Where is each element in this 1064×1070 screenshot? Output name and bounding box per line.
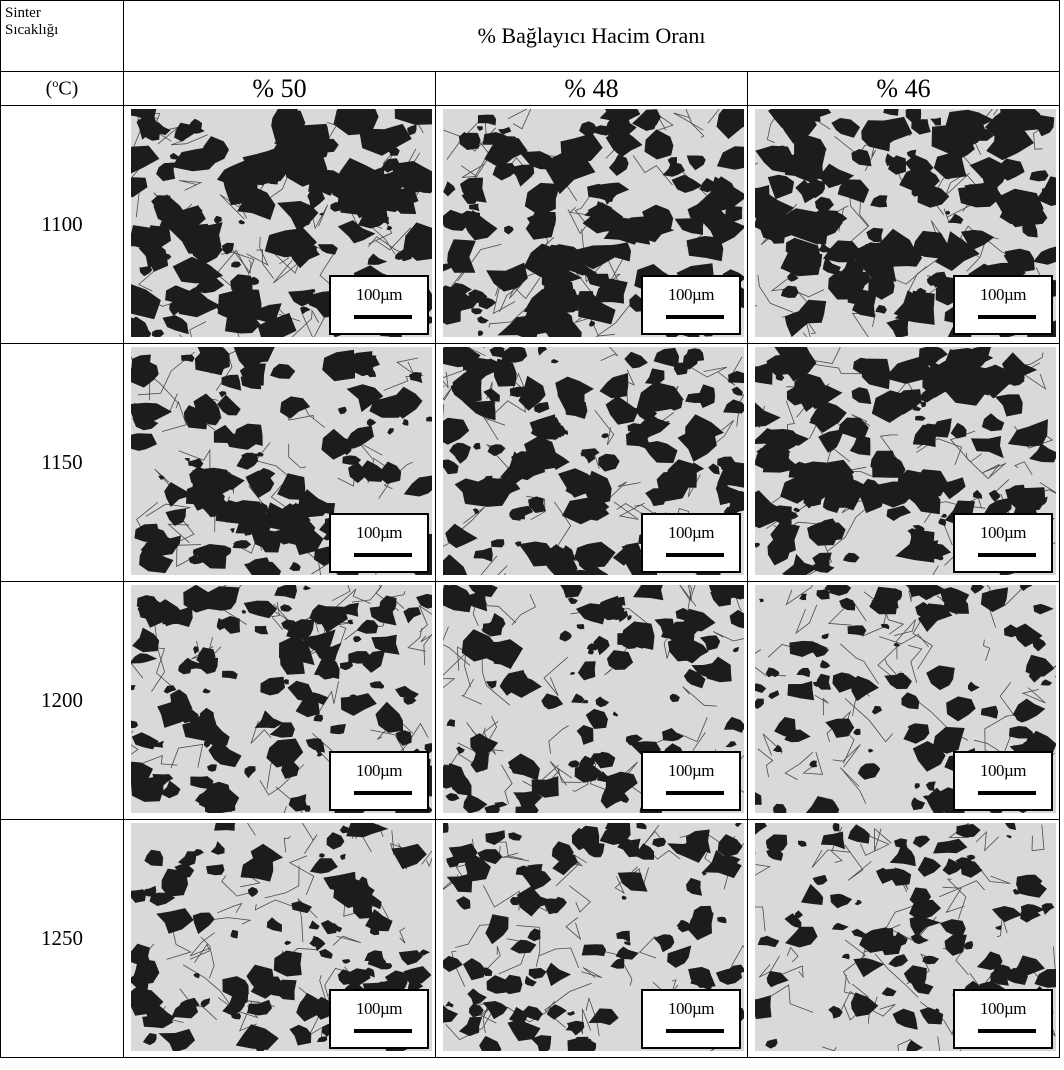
- micrograph-cell: 100µm: [123, 819, 436, 1058]
- micrograph-image: [131, 585, 432, 813]
- scale-label: 100µm: [667, 999, 715, 1018]
- micrograph-cell: 100µm: [747, 819, 1060, 1058]
- column-header-48: % 48: [435, 71, 748, 106]
- temperature-label: 1250: [0, 819, 124, 1058]
- micrograph-cell: 100µm: [435, 343, 748, 582]
- micrograph-cell: 100µm: [747, 343, 1060, 582]
- micrograph-cell: 100µm: [747, 105, 1060, 344]
- scale-bar: 100µm: [329, 513, 429, 573]
- micrograph-image: [443, 347, 744, 575]
- scale-label: 100µm: [979, 523, 1027, 542]
- row-1200: 1200 100µm 100µm 100µm: [0, 581, 1060, 820]
- micrograph-cell: 100µm: [435, 581, 748, 820]
- micrograph-cell: 100µm: [123, 105, 436, 344]
- scale-label: 100µm: [979, 285, 1027, 304]
- scale-bar: 100µm: [329, 989, 429, 1049]
- scale-bar: 100µm: [953, 751, 1053, 811]
- row-1100: 1100 100µm 100µm 100µm: [0, 105, 1060, 344]
- scale-bar: 100µm: [641, 751, 741, 811]
- scale-bar: 100µm: [953, 275, 1053, 335]
- scale-label: 100µm: [667, 761, 715, 780]
- micrograph-cell: 100µm: [747, 581, 1060, 820]
- scale-label: 100µm: [979, 999, 1027, 1018]
- scale-label: 100µm: [667, 285, 715, 304]
- micrograph-image: [131, 109, 432, 337]
- micrograph-image: [755, 347, 1056, 575]
- scale-bar: 100µm: [329, 751, 429, 811]
- micrograph-cell: 100µm: [123, 581, 436, 820]
- scale-bar: 100µm: [641, 513, 741, 573]
- temperature-label: 1150: [0, 343, 124, 582]
- scale-bar: 100µm: [953, 513, 1053, 573]
- column-header-46: % 46: [747, 71, 1060, 106]
- row-1150: 1150 100µm 100µm 100µm: [0, 343, 1060, 582]
- scale-label: 100µm: [355, 761, 403, 780]
- temperature-label: 1100: [0, 105, 124, 344]
- column-header-50: % 50: [123, 71, 436, 106]
- temperature-unit: (oC): [0, 71, 124, 106]
- scale-label: 100µm: [355, 999, 403, 1018]
- scale-label: 100µm: [355, 285, 403, 304]
- micrograph-cell: 100µm: [435, 105, 748, 344]
- scale-bar: 100µm: [329, 275, 429, 335]
- row-1250: 1250 100µm 100µm 100µm: [0, 819, 1060, 1058]
- corner-header: Sinter Sıcaklığı: [0, 0, 124, 72]
- scale-label: 100µm: [979, 761, 1027, 780]
- scale-bar: 100µm: [641, 989, 741, 1049]
- scale-bar: 100µm: [953, 989, 1053, 1049]
- micrograph-cell: 100µm: [123, 343, 436, 582]
- temperature-label: 1200: [0, 581, 124, 820]
- micrograph-cell: 100µm: [435, 819, 748, 1058]
- binder-volume-title: % Bağlayıcı Hacim Oranı: [123, 0, 1060, 72]
- corner-line1: Sinter: [5, 5, 41, 21]
- scale-bar: 100µm: [641, 275, 741, 335]
- corner-line2: Sıcaklığı: [5, 22, 59, 38]
- scale-label: 100µm: [667, 523, 715, 542]
- scale-label: 100µm: [355, 523, 403, 542]
